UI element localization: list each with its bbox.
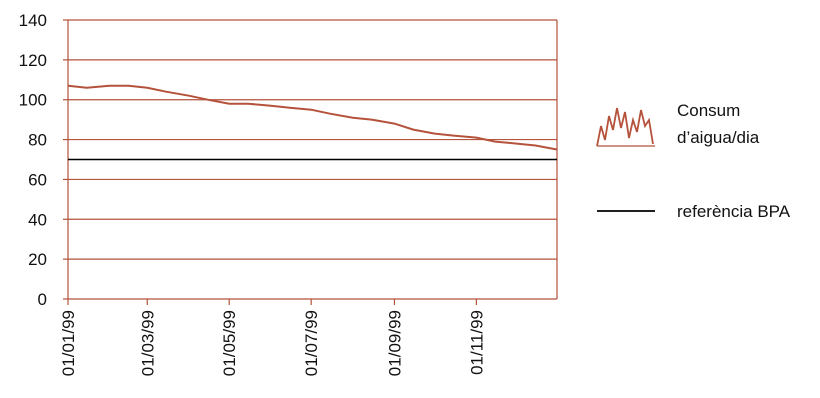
- x-axis-ticks: 01/01/99 01/03/99 01/05/99 01/07/99 01/09/99…: [59, 299, 486, 376]
- gridlines: [67, 19, 558, 300]
- x-tick-label: 01/07/99: [302, 310, 321, 376]
- legend-label-line: Consum: [677, 101, 740, 120]
- y-tick-label: 40: [28, 210, 47, 229]
- y-tick-label: 20: [28, 250, 47, 269]
- y-tick-label: 80: [28, 131, 47, 150]
- x-tick-label: 01/01/99: [59, 310, 78, 376]
- y-tick-label: 0: [38, 290, 47, 309]
- x-tick-label: 01/09/99: [385, 310, 404, 376]
- y-tick-label: 100: [19, 91, 47, 110]
- water-consumption-line: [67, 84, 558, 151]
- legend-label-bpa-reference: referència BPA: [677, 202, 791, 221]
- y-tick-label: 120: [19, 51, 47, 70]
- x-tick-label: 01/03/99: [138, 310, 157, 376]
- series-layer: [67, 84, 558, 161]
- legend: Consum d’aigua/dia referència BPA: [596, 101, 791, 221]
- legend-label-line: d’aigua/dia: [677, 128, 760, 147]
- x-tick-label: 01/05/99: [220, 310, 239, 376]
- y-tick-label: 140: [19, 11, 47, 30]
- y-axis-ticks: 0 20 40 60 80 100 120 140: [19, 11, 68, 309]
- x-tick-label: 01/11/99: [467, 310, 486, 375]
- y-tick-label: 60: [28, 170, 47, 189]
- legend-swatch-water-consumption: [596, 107, 654, 147]
- legend-label-water-consumption: Consum d’aigua/dia: [677, 101, 760, 147]
